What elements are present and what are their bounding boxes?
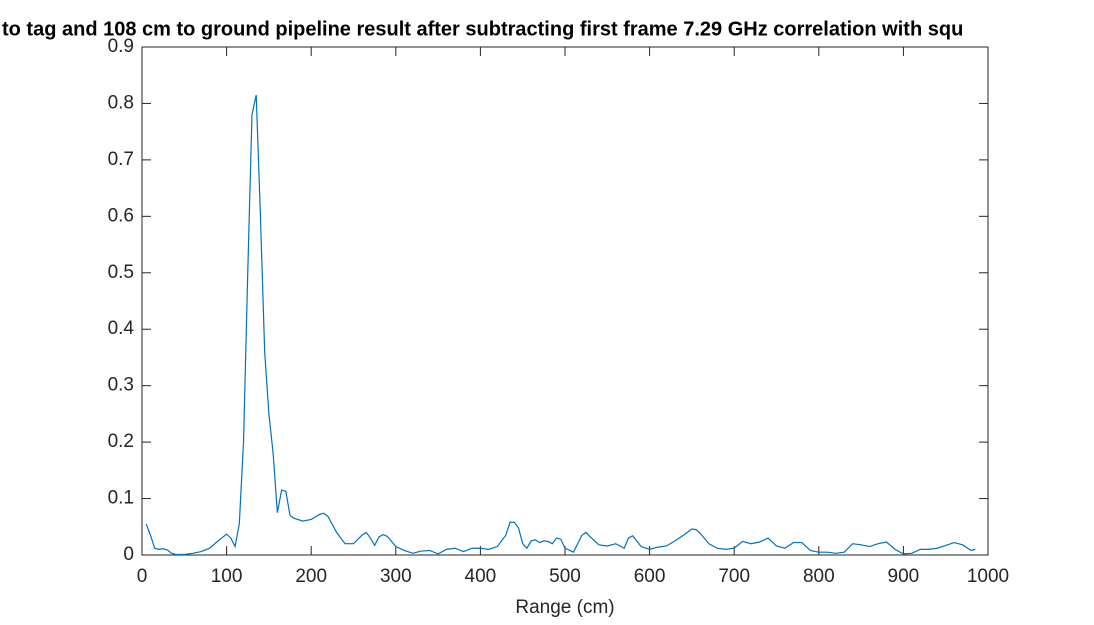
y-tick-label: 0.8 — [108, 92, 134, 113]
y-tick-label: 0.3 — [108, 375, 134, 396]
y-tick-label: 0.5 — [108, 262, 134, 283]
x-tick-label: 200 — [295, 566, 327, 587]
x-tick-label: 1000 — [967, 566, 1009, 587]
x-tick-label: 400 — [465, 566, 497, 587]
x-tick-label: 0 — [137, 566, 148, 587]
x-axis-label: Range (cm) — [515, 597, 614, 618]
x-tick-label: 500 — [549, 566, 581, 587]
plot-frame — [141, 46, 989, 556]
y-tick-label: 0 — [123, 544, 134, 565]
chart-title: to tag and 108 cm to ground pipeline res… — [2, 18, 963, 40]
data-line — [145, 94, 976, 556]
y-tick-label: 0.4 — [108, 318, 135, 339]
x-tick-label: 800 — [803, 566, 835, 587]
y-tick-label: 0.9 — [108, 36, 134, 57]
x-tick-label: 300 — [380, 566, 412, 587]
x-tick-label: 100 — [211, 566, 243, 587]
y-tick-label: 0.6 — [108, 205, 134, 226]
x-tick-label: 900 — [888, 566, 920, 587]
y-tick-label: 0.2 — [108, 431, 134, 452]
x-tick-label: 700 — [718, 566, 750, 587]
x-tick-label: 600 — [634, 566, 666, 587]
y-tick-label: 0.1 — [108, 488, 134, 509]
y-tick-label: 0.7 — [108, 149, 134, 170]
